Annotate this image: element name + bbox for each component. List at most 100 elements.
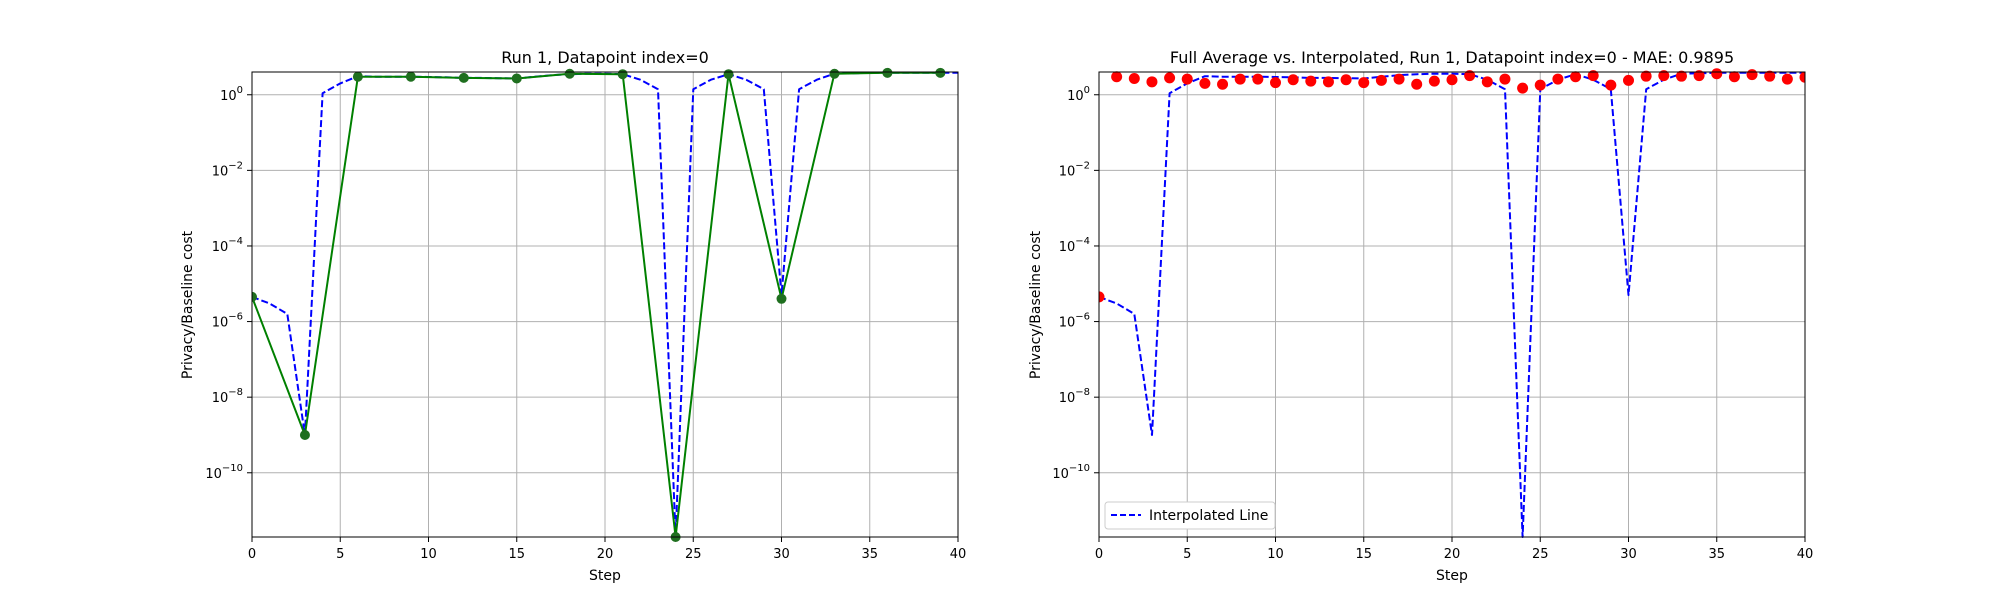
scatter-point [1428,75,1440,87]
scatter-point [1464,70,1476,82]
scatter-point [1675,70,1687,82]
x-tick-label: 20 [597,547,614,562]
series-marker [617,69,628,80]
x-tick-label: 30 [773,547,790,562]
scatter-point [1099,291,1105,303]
legend-label-interpolated: Interpolated Line [1149,508,1268,524]
scatter-point [1340,74,1352,86]
x-tick-label: 10 [420,547,437,562]
scatter-point [1693,70,1705,82]
chart-right-xticks: 0 5 10 15 20 25 30 35 40 [1095,537,1813,562]
scatter-point [1287,74,1299,86]
x-tick-label: 35 [861,547,878,562]
chart-left-xlabel: Step [589,568,621,584]
chart-right-ylabel: Privacy/Baseline cost [1028,230,1044,379]
series-marker [511,73,522,84]
scatter-point [1411,78,1423,90]
x-tick-label: 25 [685,547,702,562]
x-tick-label: 15 [1355,547,1372,562]
scatter-point [1322,76,1334,88]
chart-right-title: Full Average vs. Interpolated, Run 1, Da… [1170,48,1734,67]
x-tick-label: 40 [1797,547,1814,562]
y-tick-label: 10−8 [1059,387,1090,406]
x-tick-label: 35 [1708,547,1725,562]
series-marker [829,68,840,79]
scatter-point [1481,76,1493,88]
x-tick-label: 5 [336,547,344,562]
series-marker [405,71,416,82]
series-marker [299,429,310,440]
scatter-point [1199,77,1211,89]
chart-left: Run 1, Datapoint index=0 Step Privacy/Ba… [180,48,966,584]
scatter-point [1393,73,1405,85]
scatter-point [1164,72,1176,84]
y-tick-label: 10−10 [1052,463,1090,482]
x-tick-label: 5 [1183,547,1191,562]
series-marker [723,69,734,80]
x-tick-label: 0 [1095,547,1103,562]
series-marker [458,72,469,83]
scatter-point [1499,73,1511,85]
scatter-point [1270,77,1281,89]
chart-left-ylabel: Privacy/Baseline cost [180,230,196,379]
chart-right-plot-area [1099,68,1805,538]
chart-right: Full Average vs. Interpolated, Run 1, Da… [1028,48,1813,584]
y-tick-label: 10−8 [212,387,243,406]
series-marker [935,67,946,78]
chart-right-legend: Interpolated Line [1104,501,1276,530]
scatter-point [1764,70,1776,82]
y-tick-label: 100 [1067,85,1090,104]
y-tick-label: 10−4 [212,236,243,255]
y-tick-label: 10−10 [205,463,243,482]
scatter-point [1587,70,1599,82]
x-tick-label: 25 [1532,547,1549,562]
y-tick-label: 10−4 [1059,236,1090,255]
chart-left-xticks: 0 5 10 15 20 25 30 35 40 [248,537,966,562]
chart-left-frame [251,71,959,538]
scatter-point [1552,73,1564,85]
scatter-point [1605,79,1617,91]
x-tick-label: 15 [508,547,525,562]
scatter-point [1305,75,1317,87]
scatter-point [1623,74,1634,86]
scatter-point [1711,68,1723,80]
y-tick-label: 100 [220,85,243,104]
y-tick-label: 10−2 [1059,160,1090,179]
scatter-point [1146,76,1158,88]
chart-right-series-group [1099,68,1805,538]
scatter-point [1111,71,1123,83]
legend-box [1104,501,1276,530]
x-tick-label: 30 [1620,547,1637,562]
y-tick-label: 10−6 [212,312,243,331]
y-tick-label: 10−6 [1059,312,1090,331]
scatter-point [1799,71,1805,83]
x-tick-label: 0 [248,547,256,562]
chart-right-grid [1098,72,1806,537]
scatter-point [1781,73,1793,85]
series-marker [252,291,257,302]
x-tick-label: 40 [950,547,967,562]
scatter-point [1181,73,1193,85]
series-marker [564,68,575,79]
y-tick-label: 10−2 [212,160,243,179]
scatter-point [1658,70,1670,82]
scatter-point [1640,70,1652,82]
series-solid-line [252,71,941,538]
scatter-point [1746,69,1758,81]
chart-right-yticks: 10−10 10−8 10−6 10−4 10−2 100 [1052,85,1099,482]
scatter-point [1517,82,1529,94]
scatter-point [1217,78,1229,90]
scatter-point [1358,77,1370,89]
series-marker [882,67,893,78]
scatter-point [1128,72,1140,84]
x-tick-label: 10 [1267,547,1284,562]
x-tick-label: 20 [1444,547,1461,562]
scatter-point [1570,71,1582,83]
chart-left-title: Run 1, Datapoint index=0 [501,48,709,67]
scatter-point [1252,73,1264,85]
scatter-point [1446,74,1458,86]
series-marker [776,293,787,304]
chart-right-frame [1098,71,1806,538]
